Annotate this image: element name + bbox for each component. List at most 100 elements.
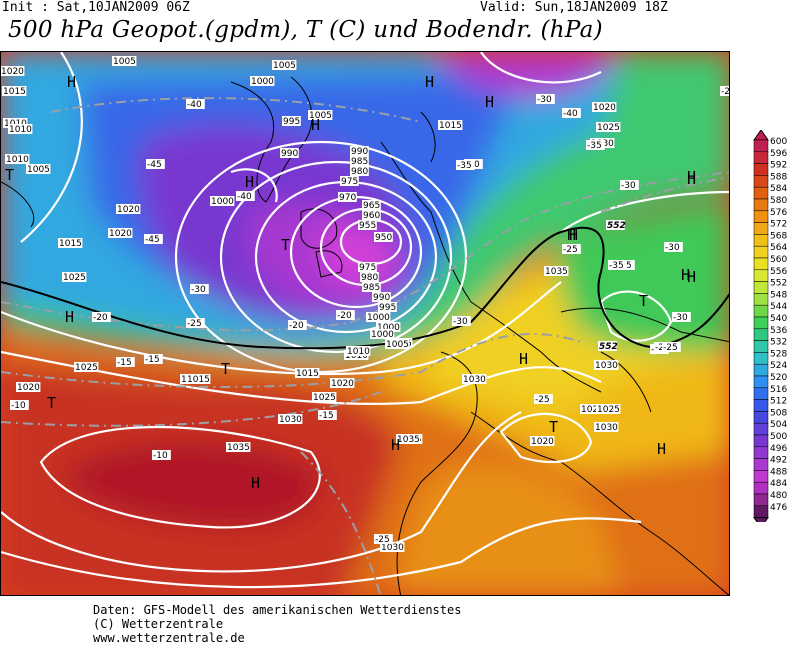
- pressure-label-bg: [74, 362, 99, 372]
- pressure-label: 1005: [386, 340, 409, 350]
- legend-swatch: [753, 257, 769, 271]
- temperature-label: -45: [147, 160, 162, 170]
- pressure-label: 965: [363, 201, 380, 211]
- pressure-label: 1030: [595, 361, 618, 371]
- pressure-center: H: [657, 440, 666, 458]
- pressure-label: 1035: [397, 435, 420, 445]
- temperature-label-bg: [664, 242, 683, 252]
- geopotential-labels: 552 552: [598, 220, 626, 352]
- pressure-label-bg: [362, 200, 381, 210]
- pressure-label: 975: [341, 177, 358, 187]
- pressure-label-bg: [108, 228, 133, 238]
- legend-value: 520: [770, 373, 787, 383]
- temperature-label-bg: [318, 410, 337, 420]
- pressure-center: T: [549, 418, 558, 436]
- pressure-label-bg: [5, 154, 30, 164]
- pressure-label-bg: [358, 220, 377, 230]
- legend-swatch: [753, 316, 769, 330]
- pressure-center: H: [519, 350, 528, 368]
- pressure-label-bg: [544, 266, 569, 276]
- legend-swatch: [753, 293, 769, 306]
- pressure-label: 1030: [595, 423, 618, 433]
- legend-value: 564: [770, 243, 787, 253]
- temperature-label: -20: [93, 313, 108, 323]
- temperature-label: -40: [237, 192, 252, 202]
- pressure-label: 1025: [75, 363, 98, 373]
- temperature-label-bg: [720, 86, 729, 96]
- legend-swatch: [753, 175, 769, 188]
- pressure-label: 1015: [187, 375, 210, 385]
- temperature-label-bg: [186, 99, 205, 109]
- temperature-label-bg: [144, 354, 163, 364]
- pressure-center: H: [65, 308, 74, 326]
- temperature-label-bg: [146, 159, 165, 169]
- pressure-label: 1020: [331, 379, 354, 389]
- pressure-labels: 1020101510101005100510051000100510151010…: [1, 56, 621, 553]
- pressure-label: 975: [359, 263, 376, 273]
- pressure-label: 1030: [463, 375, 486, 385]
- pressure-label: 1000: [377, 323, 400, 333]
- temperature-label-bg: [608, 260, 627, 270]
- pressure-label: 1020: [1, 67, 24, 77]
- pressure-label: 1030: [381, 543, 404, 553]
- legend-value: 588: [770, 172, 787, 182]
- temperature-label: -40: [187, 100, 202, 110]
- legend-swatch: [753, 210, 769, 223]
- temperature-label-bg: [186, 318, 205, 328]
- temperature-label-bg: [562, 108, 581, 118]
- legend-swatch: [753, 411, 769, 424]
- temperature-label-bg: [190, 284, 209, 294]
- geopotential-label-bg: [598, 341, 617, 351]
- temperature-label: -25: [563, 245, 578, 255]
- legend-swatch: [753, 328, 769, 341]
- pressure-label: 1000: [251, 77, 274, 87]
- pressure-label: 1025: [313, 393, 336, 403]
- pressure-label: 1005: [273, 61, 296, 71]
- temperature-label: -25: [187, 319, 202, 329]
- pressure-label-bg: [360, 272, 379, 282]
- temperature-label-bg: [452, 316, 471, 326]
- pressure-center: H: [251, 474, 260, 492]
- temperature-label-bg: [672, 312, 691, 322]
- isotherms: [1, 97, 729, 595]
- temperature-label-bg: [536, 94, 555, 104]
- pressure-center: H: [687, 170, 696, 188]
- pressure-label-bg: [210, 196, 235, 206]
- temperature-label-bg: [586, 140, 605, 150]
- pressure-label-bg: [350, 166, 369, 176]
- pressure-label-bg: [330, 378, 355, 388]
- temperature-label-bg: [236, 191, 255, 201]
- color-legend: 600 596 592 588 584 580 576 572 568 564 560 556 552 5…: [752, 129, 790, 529]
- temperature-field: [1, 52, 729, 595]
- legend-swatch: [753, 245, 769, 259]
- pressure-label: 1030: [279, 415, 302, 425]
- temperature-label: -45: [145, 235, 160, 245]
- temperature-label-bg: [620, 180, 639, 190]
- pressure-label-bg: [58, 238, 83, 248]
- temperature-label: -30: [453, 317, 468, 327]
- temperature-labels: -40 -45 -40 -45 -30 -35 -30 -40 -35 -30 -25 -20 -20 -…: [10, 86, 729, 545]
- pressure-label-bg: [596, 122, 621, 132]
- pressure-label: 955: [359, 221, 376, 231]
- footer: Daten: GFS-Modell des amerikanischen Wet…: [93, 603, 461, 645]
- pressure-label-bg: [116, 204, 141, 214]
- legend-value: 560: [770, 255, 787, 265]
- pressure-label-bg: [1, 66, 25, 76]
- pressure-label-bg: [8, 124, 33, 134]
- legend-value: 532: [770, 338, 787, 348]
- pressure-label-bg: [282, 116, 301, 126]
- pressure-label: 1000: [371, 330, 394, 340]
- pressure-label-bg: [376, 322, 401, 332]
- temperature-label: -30: [621, 181, 636, 191]
- pressure-label-bg: [278, 414, 303, 424]
- temperature-label: -25: [535, 395, 550, 405]
- legend-value: 504: [770, 420, 787, 430]
- temperature-label: -20: [337, 311, 352, 321]
- legend-value: 576: [770, 208, 787, 218]
- temperature-label-bg: [534, 394, 553, 404]
- pressure-label-bg: [62, 272, 87, 282]
- legend-value: 540: [770, 314, 787, 324]
- pressure-label: 1020: [17, 383, 40, 393]
- legend-swatch: [753, 151, 769, 164]
